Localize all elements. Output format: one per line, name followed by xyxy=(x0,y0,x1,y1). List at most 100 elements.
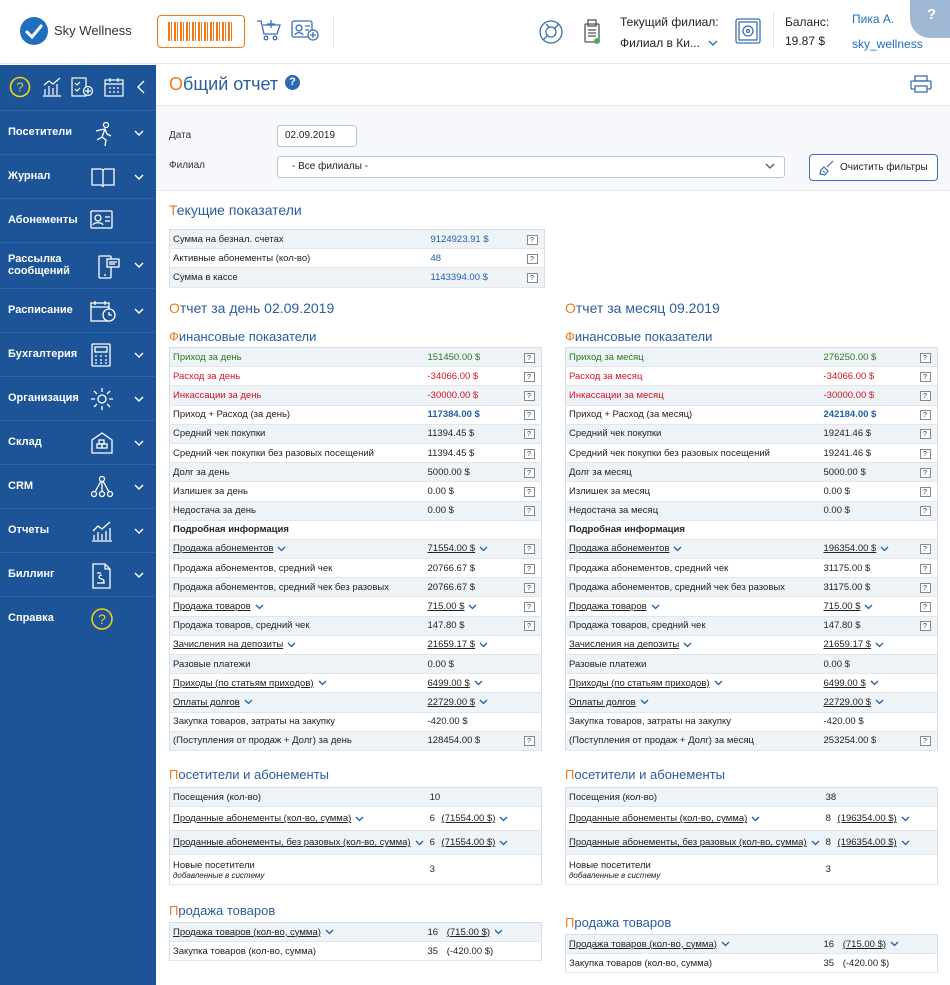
row-label-cell[interactable]: Продажа товаров xyxy=(565,596,821,617)
row-value-cell[interactable]: 8 (196354.00 $) xyxy=(822,830,938,856)
info-icon[interactable]: ? xyxy=(523,371,535,382)
sidebar-item-billing[interactable]: Биллинг xyxy=(0,553,156,597)
sidebar-item-accounting[interactable]: Бухгалтерия xyxy=(0,333,156,377)
chevron-down-icon[interactable] xyxy=(499,840,508,846)
info-icon[interactable]: ? xyxy=(919,544,931,555)
chevron-down-icon[interactable] xyxy=(640,699,649,705)
chevron-down-icon[interactable] xyxy=(415,840,424,846)
chevron-down-icon[interactable] xyxy=(318,680,327,686)
chevron-down-icon[interactable] xyxy=(890,941,899,947)
row-label-cell[interactable]: Зачисления на депозиты xyxy=(565,635,821,656)
info-icon[interactable]: ? xyxy=(919,352,931,363)
chevron-down-icon[interactable] xyxy=(811,840,820,846)
add-card-icon[interactable] xyxy=(291,17,319,48)
info-icon[interactable]: ? xyxy=(919,486,931,497)
row-sum[interactable]: (71554.00 $) xyxy=(441,837,496,849)
chevron-down-icon[interactable] xyxy=(244,699,253,705)
chevron-down-icon[interactable] xyxy=(864,604,873,610)
info-icon[interactable]: ? xyxy=(523,506,535,517)
sidebar-item-crm[interactable]: CRM xyxy=(0,465,156,509)
info-icon[interactable]: ? xyxy=(919,448,931,459)
row-value-cell[interactable]: 6 (71554.00 $) xyxy=(426,830,542,856)
chevron-down-icon[interactable] xyxy=(255,604,264,610)
row-value-cell[interactable]: 6499.00 $ xyxy=(820,673,920,694)
sidebar-item-mailing[interactable]: Рассылка сообщений xyxy=(0,243,156,289)
row-value-cell[interactable]: 22729.00 $ xyxy=(820,692,920,713)
support-icon[interactable] xyxy=(537,18,565,51)
sidebar-item-organization[interactable]: Организация xyxy=(0,377,156,421)
logo-icon[interactable] xyxy=(20,17,48,45)
info-icon[interactable]: ? xyxy=(523,352,535,363)
help-circle-icon[interactable]: ? xyxy=(9,76,31,103)
chevron-down-icon[interactable] xyxy=(494,929,503,935)
info-icon[interactable]: ? xyxy=(523,390,535,401)
chevron-down-icon[interactable] xyxy=(474,680,483,686)
chevron-down-icon[interactable] xyxy=(683,642,692,648)
chevron-down-icon[interactable] xyxy=(708,40,718,47)
row-value-cell[interactable]: 6499.00 $ xyxy=(424,673,524,694)
chevron-down-icon[interactable] xyxy=(875,642,884,648)
chevron-down-icon[interactable] xyxy=(651,604,660,610)
row-label-cell[interactable]: Продажа абонементов xyxy=(169,539,425,560)
row-label-cell[interactable]: Проданные абонементы, без разовых (кол-в… xyxy=(169,830,427,856)
info-icon[interactable]: ? xyxy=(523,602,535,613)
chevron-down-icon[interactable] xyxy=(901,816,910,822)
chevron-down-icon[interactable] xyxy=(468,604,477,610)
chevron-down-icon[interactable] xyxy=(325,929,334,935)
row-sum[interactable]: (715.00 $) xyxy=(842,938,887,950)
row-value-cell[interactable]: 6 (71554.00 $) xyxy=(426,806,542,832)
row-label-cell[interactable]: Проданные абонементы (кол-во, сумма) xyxy=(565,806,823,832)
chevron-down-icon[interactable] xyxy=(287,642,296,648)
printer-icon[interactable] xyxy=(910,75,932,98)
row-label-cell[interactable]: Продажа товаров (кол-во, сумма) xyxy=(565,934,821,955)
barcode-scan-button[interactable] xyxy=(157,15,245,48)
row-value-cell[interactable]: 16 (715.00 $) xyxy=(820,934,938,955)
row-sum[interactable]: (71554.00 $) xyxy=(441,813,496,825)
sidebar-item-visitors[interactable]: Посетители xyxy=(0,111,156,155)
row-label-cell[interactable]: Оплаты долгов xyxy=(565,692,821,713)
chevron-down-icon[interactable] xyxy=(875,699,884,705)
info-icon[interactable]: ? xyxy=(526,234,538,245)
info-icon[interactable]: ? xyxy=(919,429,931,440)
clear-filters-button[interactable]: Очистить фильтры xyxy=(809,154,938,181)
row-value-cell[interactable]: 16 (715.00 $) xyxy=(424,922,542,943)
info-icon[interactable]: ? xyxy=(919,371,931,382)
row-label-cell[interactable]: Продажа товаров (кол-во, сумма) xyxy=(169,922,425,943)
row-label-cell[interactable]: Проданные абонементы (кол-во, сумма) xyxy=(169,806,427,832)
user-name[interactable]: Пика А. xyxy=(852,12,895,26)
checklist-icon[interactable] xyxy=(70,76,94,103)
sidebar-item-subscriptions[interactable]: Абонементы xyxy=(0,199,156,243)
sidebar-item-journal[interactable]: Журнал xyxy=(0,155,156,199)
info-icon[interactable]: ? xyxy=(523,467,535,478)
safe-icon[interactable] xyxy=(734,17,762,50)
info-icon[interactable]: ? xyxy=(919,582,931,593)
info-icon[interactable]: ? xyxy=(526,272,538,283)
info-icon[interactable]: ? xyxy=(523,736,535,747)
chevron-down-icon[interactable] xyxy=(355,816,364,822)
row-value-cell[interactable]: 22729.00 $ xyxy=(424,692,524,713)
collapse-chevron-icon[interactable] xyxy=(137,80,145,99)
sidebar-item-help[interactable]: Справка ? xyxy=(0,597,156,641)
sidebar-item-reports[interactable]: Отчеты xyxy=(0,509,156,553)
chevron-down-icon[interactable] xyxy=(499,816,508,822)
info-icon[interactable]: ? xyxy=(526,253,538,264)
info-icon[interactable]: ? xyxy=(523,486,535,497)
calendar-icon[interactable] xyxy=(103,76,125,103)
row-value-cell[interactable]: 715.00 $ xyxy=(424,596,524,617)
info-icon[interactable]: ? xyxy=(919,563,931,574)
row-label-cell[interactable]: Проданные абонементы, без разовых (кол-в… xyxy=(565,830,823,856)
chevron-down-icon[interactable] xyxy=(721,941,730,947)
info-icon[interactable]: ? xyxy=(523,563,535,574)
chevron-down-icon[interactable] xyxy=(870,680,879,686)
sidebar-item-warehouse[interactable]: Склад xyxy=(0,421,156,465)
branch-select[interactable]: - Все филиалы - xyxy=(277,156,785,178)
info-icon[interactable]: ? xyxy=(523,429,535,440)
info-icon[interactable]: ? xyxy=(919,390,931,401)
row-value-cell[interactable]: 715.00 $ xyxy=(820,596,920,617)
chevron-down-icon[interactable] xyxy=(277,546,286,552)
cart-add-icon[interactable] xyxy=(256,17,282,48)
chevron-down-icon[interactable] xyxy=(479,546,488,552)
chevron-down-icon[interactable] xyxy=(479,642,488,648)
row-value-cell[interactable]: 21659.17 $ xyxy=(820,635,920,656)
info-icon[interactable]: ? xyxy=(919,410,931,421)
